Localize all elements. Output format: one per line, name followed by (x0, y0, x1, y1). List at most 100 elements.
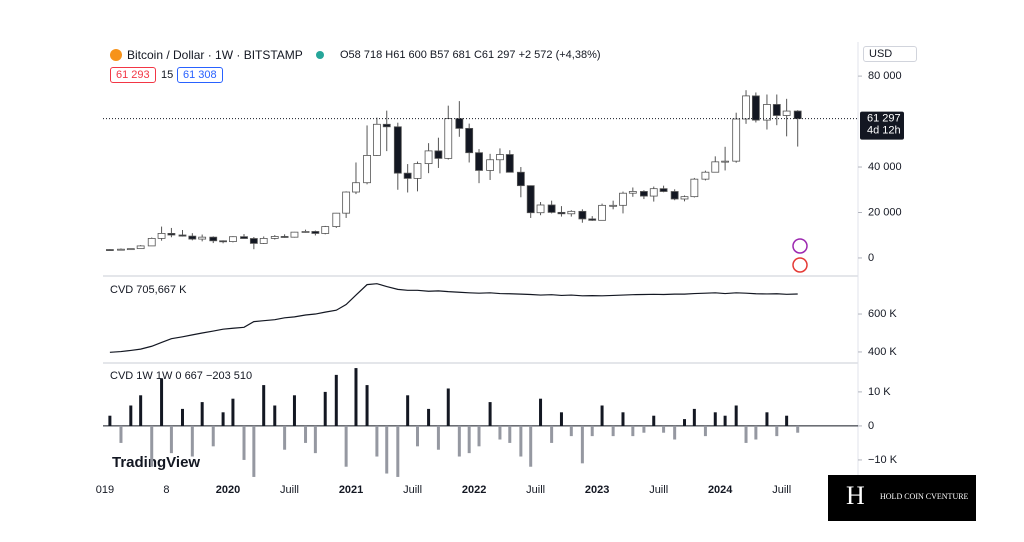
candle-body (793, 110, 802, 120)
ask[interactable]: 61 308 (177, 67, 223, 83)
x-tick-label: Juill (280, 484, 299, 496)
candle-body (505, 154, 514, 173)
candle-body (701, 171, 710, 180)
histogram-bar (119, 425, 123, 443)
candle-body (372, 123, 381, 156)
histogram-bar (498, 425, 502, 440)
histogram-bar (550, 425, 554, 443)
y-tick-label: 40 000 (868, 161, 902, 173)
candle-body (609, 204, 618, 207)
candle-body (342, 191, 351, 214)
histogram-bar (713, 412, 717, 426)
candle-body (382, 123, 391, 128)
pane-label: CVD 1W 1W 0 667 −203 510 (110, 370, 252, 382)
histogram-bar (169, 425, 173, 454)
logo-box (828, 475, 976, 521)
histogram-bar (446, 388, 450, 426)
candle-body (136, 245, 145, 250)
y-tick-label: 20 000 (868, 206, 902, 218)
y-tick-label: −10 K (868, 454, 898, 466)
y-tick-label: 400 K (868, 346, 897, 358)
candle-body (547, 204, 556, 213)
status-dot (316, 51, 324, 59)
candle-body (219, 240, 227, 243)
candle-body (721, 160, 730, 163)
histogram-bar (396, 425, 400, 477)
candle-body (649, 188, 658, 197)
candle-body (178, 234, 187, 237)
histogram-bar (211, 425, 215, 447)
candle-body (301, 231, 310, 233)
histogram-bar (385, 425, 389, 474)
bid[interactable]: 61 293 (110, 67, 156, 83)
candle-body (465, 127, 474, 154)
x-tick-label: Juill (403, 484, 422, 496)
y-tick-label: 80 000 (868, 70, 902, 82)
histogram-bar (304, 425, 308, 443)
logo-text: HOLD COIN CVENTURE (880, 492, 969, 501)
candle-body (578, 210, 587, 220)
histogram-bar (590, 425, 594, 437)
x-tick-label: 8 (163, 484, 169, 496)
candle-body (496, 154, 504, 161)
histogram-bar (221, 412, 225, 426)
histogram-bar (539, 398, 543, 426)
histogram-bar (765, 412, 769, 426)
histogram-bar (273, 405, 277, 426)
candle-body (690, 178, 699, 198)
histogram-bar (508, 425, 512, 443)
candle-body (659, 188, 668, 192)
candle-body (640, 191, 648, 197)
last-price-box (860, 111, 904, 140)
histogram-bar (692, 408, 696, 426)
candle-body (126, 248, 135, 251)
candle-body (311, 231, 320, 234)
symbol: Bitcoin / Dollar · 1W · BITSTAMP (127, 48, 303, 62)
histogram-bar (427, 408, 431, 426)
histogram-bar (611, 425, 615, 437)
histogram-bar (344, 425, 348, 467)
candle-body (588, 218, 597, 221)
candle-body (290, 231, 299, 238)
candle-body (424, 150, 433, 165)
candle-body (167, 233, 176, 236)
candle-body (198, 236, 207, 240)
candle-body (413, 163, 422, 179)
histogram-bar (231, 398, 235, 426)
histogram-bar (631, 425, 635, 437)
candle-body (782, 110, 791, 116)
pane-label: CVD 705,667 K (110, 284, 187, 296)
histogram-bar (416, 425, 420, 447)
histogram-bar (744, 425, 748, 443)
chart-area (103, 42, 858, 498)
candle-body (732, 118, 741, 162)
histogram-bar (775, 425, 779, 437)
histogram-bar (323, 391, 327, 426)
histogram-bar (436, 425, 440, 450)
candle-body (249, 238, 258, 244)
candle-body (444, 118, 453, 159)
histogram-bar (334, 374, 338, 426)
ohlc: O58 718 H61 600 B57 681 C61 297 +2 572 (… (340, 49, 601, 61)
candle-body (475, 152, 483, 171)
histogram-bar (723, 415, 727, 426)
last-price-label: 61 297 (867, 113, 901, 125)
x-tick-label: Juill (772, 484, 791, 496)
histogram-bar (652, 415, 656, 426)
histogram-bar (529, 425, 533, 467)
candle-body (455, 118, 464, 129)
candle-body (763, 104, 771, 121)
histogram-bar (242, 425, 246, 460)
candle-body (567, 210, 576, 215)
candle-body (280, 236, 289, 238)
histogram-bar (673, 425, 677, 440)
histogram-bar (313, 425, 317, 454)
currency[interactable]: USD (863, 46, 917, 62)
candle-body (321, 226, 330, 234)
x-tick-label: 2022 (462, 484, 486, 496)
candle-body (680, 196, 689, 200)
x-tick-label: 2021 (339, 484, 363, 496)
x-tick-label: Juill (526, 484, 545, 496)
flag-icon (792, 257, 808, 273)
histogram-bar (621, 412, 625, 426)
